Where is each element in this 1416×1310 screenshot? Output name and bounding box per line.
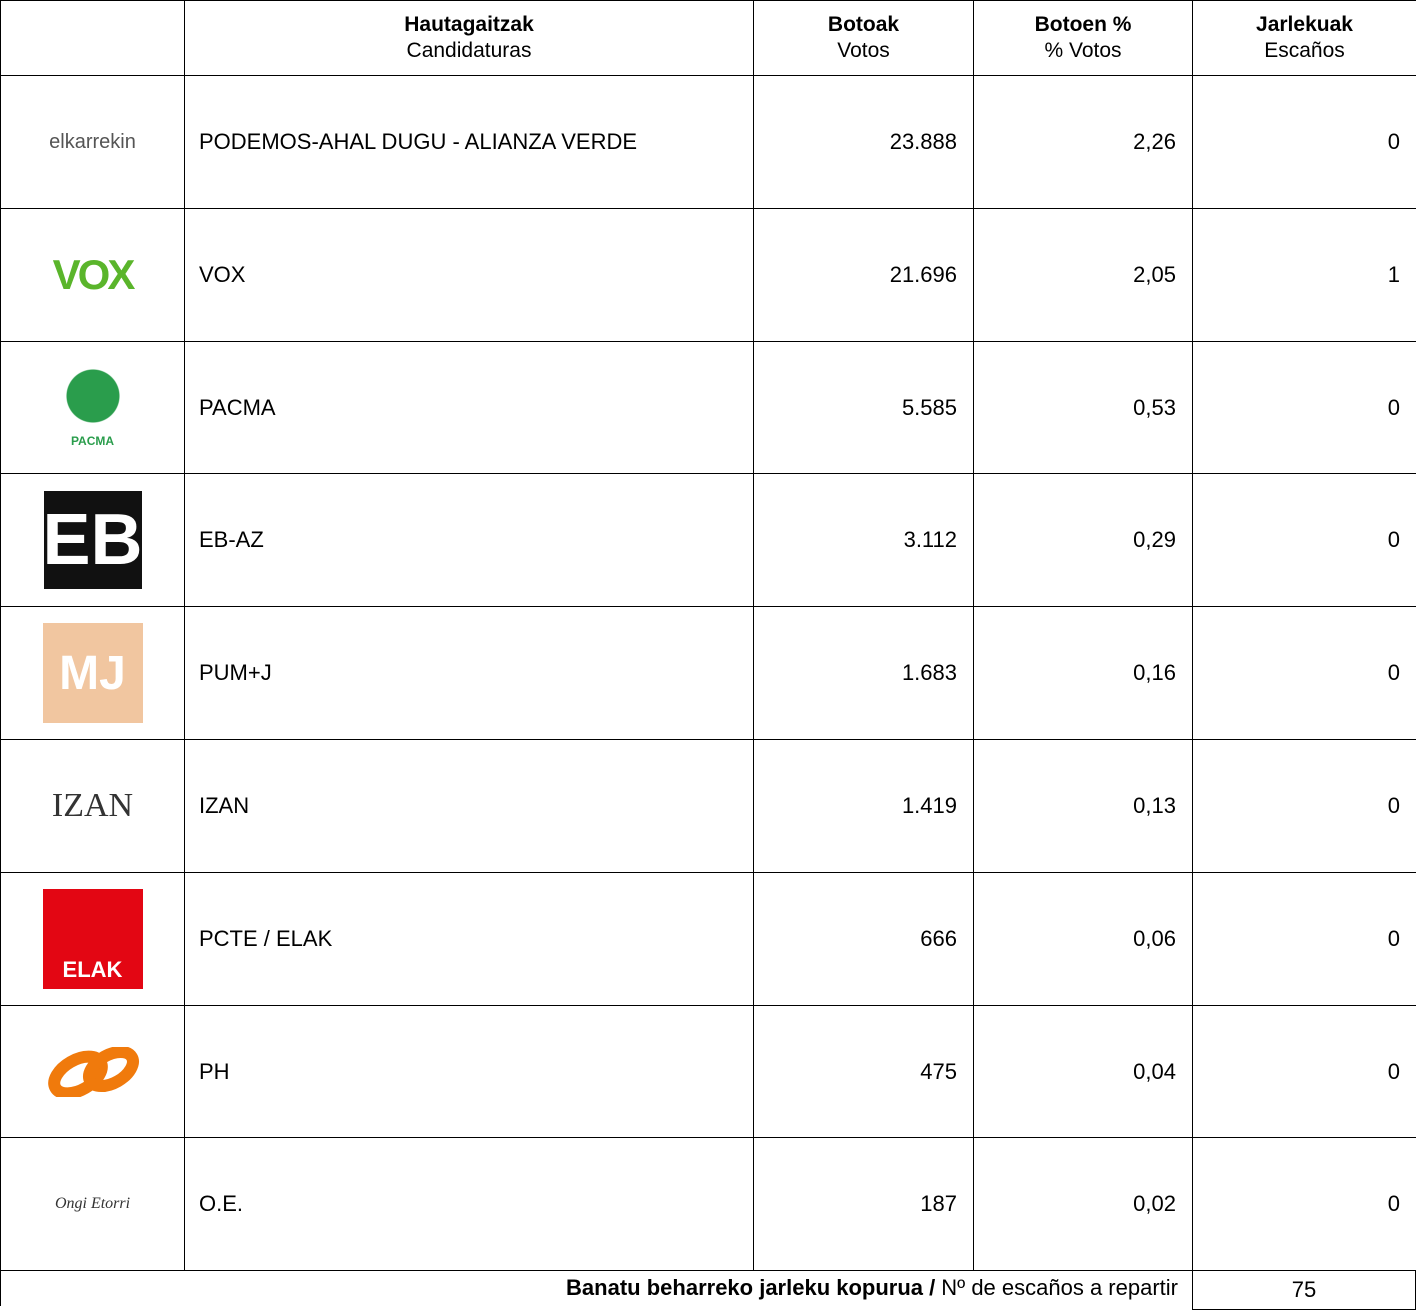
vote-percent: 0,53 bbox=[973, 341, 1193, 474]
footer-label: Banatu beharreko jarleku kopurua / Nº de … bbox=[0, 1270, 1192, 1306]
logo-shape bbox=[47, 1046, 139, 1097]
party-logo: VOX bbox=[52, 251, 136, 298]
vote-percent: 0,02 bbox=[973, 1137, 1193, 1271]
seats: 0 bbox=[1192, 341, 1416, 474]
votes: 3.112 bbox=[753, 473, 974, 607]
party-logo bbox=[43, 1046, 143, 1097]
header-cell: Hautagaitzak Candidaturas bbox=[184, 0, 754, 76]
header-subtitle: Escaños bbox=[1264, 39, 1345, 62]
votes: 1.419 bbox=[753, 739, 974, 873]
seats: 0 bbox=[1192, 1005, 1416, 1138]
votes: 475 bbox=[753, 1005, 974, 1138]
party-logo: elkarrekin bbox=[49, 130, 136, 153]
header-subtitle: Votos bbox=[837, 39, 890, 62]
party-name: PCTE / ELAK bbox=[184, 872, 754, 1006]
votes: 187 bbox=[753, 1137, 974, 1271]
seats: 1 bbox=[1192, 208, 1416, 342]
party-logo: ELAK bbox=[42, 889, 143, 989]
party-logo: Ongi Etorri bbox=[54, 1195, 131, 1212]
party-name: PUM+J bbox=[184, 606, 754, 740]
header-title: Botoen % bbox=[1034, 13, 1132, 36]
seats: 0 bbox=[1192, 473, 1416, 607]
logo-cell: Ongi Etorri bbox=[0, 1137, 185, 1271]
logo-cell: VOX bbox=[0, 208, 185, 342]
votes: 666 bbox=[753, 872, 974, 1006]
logo-cell: MJ bbox=[0, 606, 185, 740]
vote-percent: 0,06 bbox=[973, 872, 1193, 1006]
seats: 0 bbox=[1192, 606, 1416, 740]
party-name: PACMA bbox=[184, 341, 754, 474]
footer-label-bold: Banatu beharreko jarleku kopurua / bbox=[566, 1275, 936, 1300]
footer-label-text: Nº de escaños a repartir bbox=[941, 1275, 1178, 1300]
vote-percent: 0,04 bbox=[973, 1005, 1193, 1138]
header-cell: Jarlekuak Escaños bbox=[1192, 0, 1416, 76]
seats: 0 bbox=[1192, 872, 1416, 1006]
logo-cell: elkarrekin bbox=[0, 75, 185, 209]
header-subtitle: % Votos bbox=[1044, 39, 1122, 62]
party-name: O.E. bbox=[184, 1137, 754, 1271]
votes: 5.585 bbox=[753, 341, 974, 474]
party-logo: MJ bbox=[42, 623, 143, 723]
logo-cell bbox=[0, 1005, 185, 1138]
vote-percent: 2,26 bbox=[973, 75, 1193, 209]
logo-cell: IZAN bbox=[0, 739, 185, 873]
header-title: Botoak bbox=[827, 13, 900, 36]
party-name: PH bbox=[184, 1005, 754, 1138]
seats: 0 bbox=[1192, 75, 1416, 209]
votes: 23.888 bbox=[753, 75, 974, 209]
header-cell: Botoen % % Votos bbox=[973, 0, 1193, 76]
party-logo: IZAN bbox=[51, 787, 134, 824]
party-name: IZAN bbox=[184, 739, 754, 873]
party-logo: EB bbox=[42, 491, 143, 589]
votes: 1.683 bbox=[753, 606, 974, 740]
seats: 0 bbox=[1192, 1137, 1416, 1271]
votes: 21.696 bbox=[753, 208, 974, 342]
vote-percent: 0,13 bbox=[973, 739, 1193, 873]
party-name: VOX bbox=[184, 208, 754, 342]
vote-percent: 0,29 bbox=[973, 473, 1193, 607]
header-cell: Botoak Votos bbox=[753, 0, 974, 76]
logo-cell: EB bbox=[0, 473, 185, 607]
vote-percent: 0,16 bbox=[973, 606, 1193, 740]
party-name: PODEMOS-AHAL DUGU - ALIANZA VERDE bbox=[184, 75, 754, 209]
footer-value: 75 bbox=[1192, 1270, 1416, 1310]
header-subtitle: Candidaturas bbox=[406, 39, 532, 62]
seats: 0 bbox=[1192, 739, 1416, 873]
header-cell bbox=[0, 0, 185, 76]
logo-cell: PACMA bbox=[0, 341, 185, 474]
logo-cell: ELAK bbox=[0, 872, 185, 1006]
header-title: Jarlekuak bbox=[1256, 13, 1353, 36]
header-title: Hautagaitzak bbox=[404, 13, 534, 36]
party-name: EB-AZ bbox=[184, 473, 754, 607]
party-logo: PACMA bbox=[57, 367, 128, 448]
vote-percent: 2,05 bbox=[973, 208, 1193, 342]
